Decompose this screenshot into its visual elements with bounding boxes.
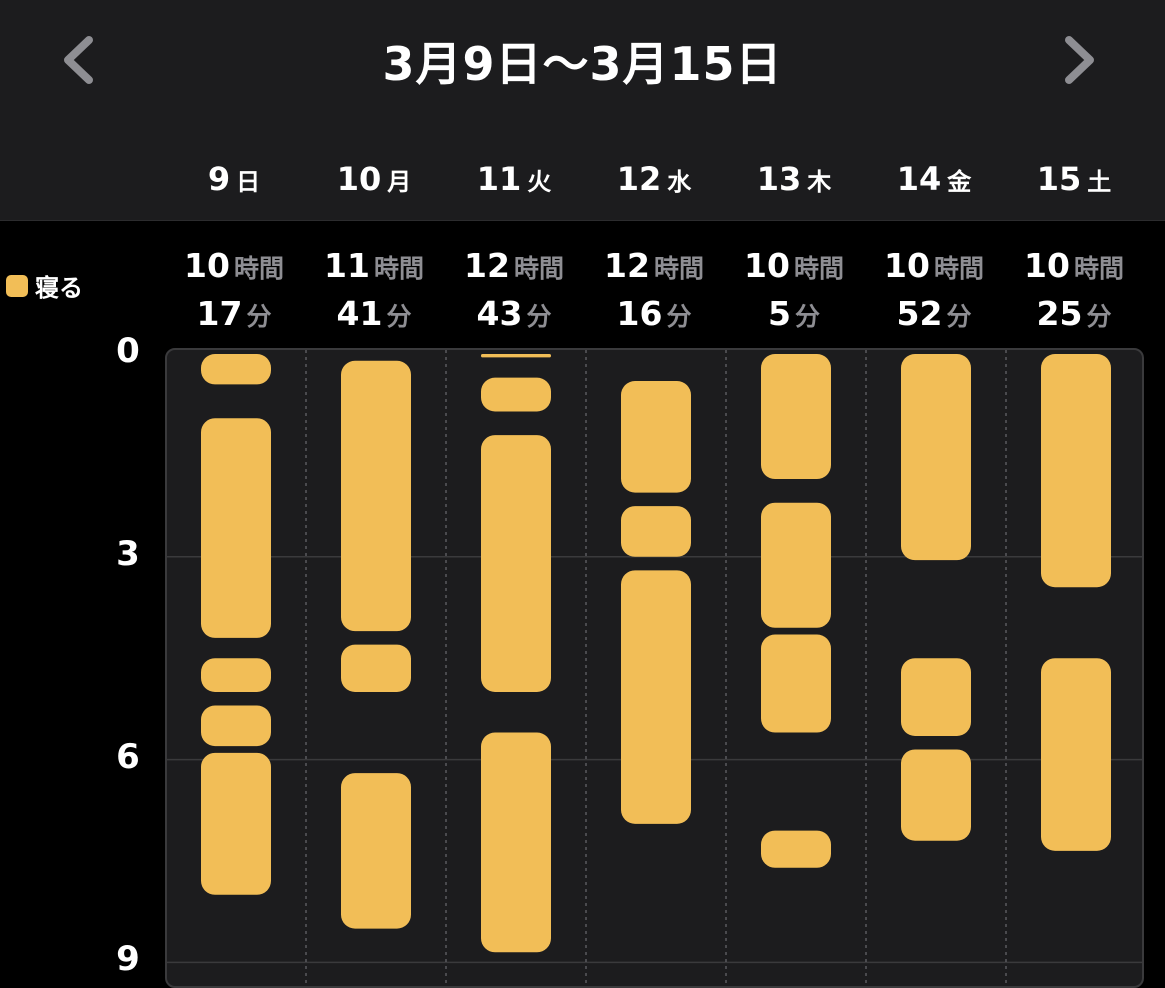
sleep-segment-bar: [201, 354, 271, 385]
sleep-segment-bar: [1041, 354, 1111, 588]
sleep-chart-svg: [167, 350, 1142, 986]
day-weekday: 木: [807, 168, 832, 196]
hours-unit-label: 時間: [793, 254, 844, 283]
chevron-right-icon: [1065, 36, 1094, 84]
hours-unit-label: 時間: [1073, 254, 1124, 283]
total-hours-value: 12: [464, 246, 510, 285]
sleep-segment-bar: [901, 658, 971, 736]
sleep-segment-bar: [621, 381, 691, 493]
daily-sleep-total: 10 時間 52 分: [864, 245, 1004, 341]
y-axis-tick-label: 0: [116, 331, 140, 371]
total-hours-value: 11: [324, 246, 370, 285]
sleep-segment-bar: [201, 705, 271, 747]
total-hours-value: 10: [184, 246, 230, 285]
day-number: 14: [896, 160, 942, 198]
y-axis-tick-label: 9: [116, 939, 140, 980]
legend: 寝る: [6, 268, 83, 303]
day-number: 12: [616, 160, 662, 198]
total-minutes-value: 16: [616, 294, 663, 333]
day-header: 15 土: [1004, 160, 1144, 198]
legend-label-sleep: 寝る: [35, 274, 83, 302]
total-minutes-value: 52: [896, 294, 943, 333]
sleep-segment-bar: [341, 773, 411, 929]
week-range-title: 3月9日～3月15日: [382, 37, 783, 91]
daily-sleep-total: 11 時間 41 分: [304, 245, 444, 341]
total-hours-value: 10: [744, 246, 790, 285]
minutes-unit-label: 分: [666, 302, 692, 331]
day-number: 15: [1036, 160, 1082, 198]
sleep-segment-bar: [201, 658, 271, 692]
daily-sleep-total: 10 時間 17 分: [164, 245, 304, 341]
chevron-left-icon: [64, 36, 93, 84]
hours-unit-label: 時間: [653, 254, 704, 283]
sleep-segment-bar: [621, 506, 691, 557]
minutes-unit-label: 分: [946, 302, 972, 331]
day-weekday: 日: [236, 168, 261, 196]
day-header: 10 月: [304, 160, 444, 198]
total-minutes-value: 41: [336, 294, 383, 333]
sleep-segment-bar: [481, 435, 551, 692]
next-week-button[interactable]: [1053, 32, 1103, 88]
sleep-segment-bar: [761, 354, 831, 480]
day-header: 12 水: [584, 160, 724, 198]
total-hours-value: 10: [1024, 246, 1070, 285]
hours-unit-label: 時間: [233, 254, 284, 283]
sleep-segment-bar: [341, 360, 411, 632]
total-minutes-value: 25: [1036, 294, 1083, 333]
day-number: 11: [476, 160, 522, 198]
day-weekday: 火: [527, 168, 552, 196]
sleep-segment-bar: [481, 732, 551, 953]
y-axis-tick-label: 6: [116, 736, 140, 777]
sleep-segment-bar: [621, 570, 691, 824]
day-header: 11 火: [444, 160, 584, 198]
hours-unit-label: 時間: [933, 254, 984, 283]
sleep-segment-bar: [341, 644, 411, 692]
day-number: 9: [207, 160, 231, 198]
sleep-segment-bar: [901, 749, 971, 841]
day-weekday: 土: [1087, 168, 1112, 196]
total-hours-value: 10: [884, 246, 930, 285]
total-minutes-value: 5: [768, 294, 791, 333]
day-header: 14 金: [864, 160, 1004, 198]
daily-sleep-total: 10 時間 25 分: [1004, 245, 1144, 341]
sleep-segment-bar: [761, 830, 831, 868]
total-minutes-value: 17: [196, 294, 243, 333]
daily-sleep-total: 12 時間 43 分: [444, 245, 584, 341]
legend-swatch-sleep: [6, 274, 28, 297]
hours-unit-label: 時間: [373, 254, 424, 283]
sleep-segment-bar: [761, 634, 831, 733]
minutes-unit-label: 分: [794, 302, 820, 331]
sleep-segment-bar: [1041, 658, 1111, 851]
week-header: 3月9日～3月15日 9 日 10 月 11 火 12 水 13 木 14 金 15 土: [0, 0, 1165, 221]
daily-sleep-total: 12 時間 16 分: [584, 245, 724, 341]
y-axis-tick-label: 3: [116, 533, 140, 574]
sleep-segment-bar: [201, 418, 271, 638]
day-weekday: 月: [387, 168, 412, 196]
minutes-unit-label: 分: [386, 302, 412, 331]
sleep-segment-bar: [481, 377, 551, 412]
total-minutes-value: 43: [476, 294, 523, 333]
total-hours-value: 12: [604, 246, 650, 285]
sleep-segment-bar: [901, 354, 971, 561]
sleep-segment-bar: [761, 502, 831, 628]
day-number: 10: [336, 160, 382, 198]
minutes-unit-label: 分: [246, 302, 272, 331]
day-weekday: 金: [947, 168, 972, 196]
previous-week-button[interactable]: [55, 32, 105, 88]
daily-sleep-total: 10 時間 5 分: [724, 245, 864, 341]
day-header: 13 木: [724, 160, 864, 198]
sleep-chart: [165, 348, 1144, 988]
sleep-segment-bar: [201, 752, 271, 895]
sleep-segment-bar: [481, 354, 551, 358]
minutes-unit-label: 分: [526, 302, 552, 331]
hours-unit-label: 時間: [513, 254, 564, 283]
day-weekday: 水: [667, 168, 692, 196]
minutes-unit-label: 分: [1086, 302, 1112, 331]
day-number: 13: [756, 160, 802, 198]
